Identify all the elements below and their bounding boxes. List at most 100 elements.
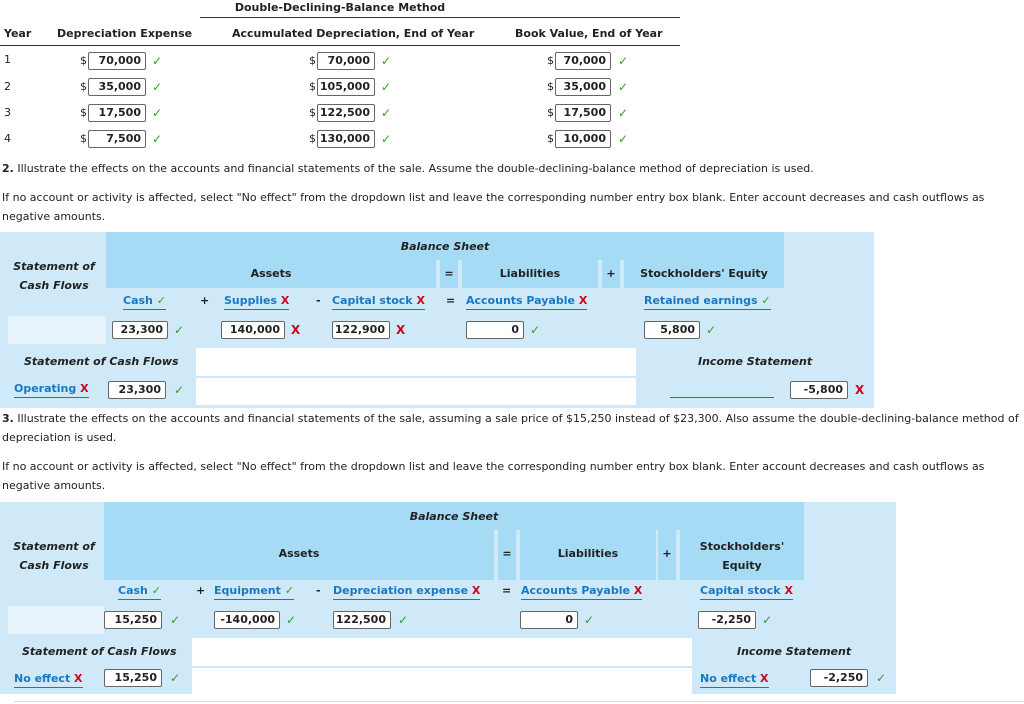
liabilities-header (462, 260, 598, 288)
depr-expense-input[interactable]: 35,000 (88, 78, 146, 96)
equals-header (440, 260, 458, 288)
equipment-dropdown[interactable]: Equipment ✓ (214, 583, 294, 600)
income-statement-label: Income Statement (698, 355, 813, 368)
currency-symbol: $ (80, 54, 87, 67)
accounts-payable-dropdown[interactable]: Accounts Payable X (466, 293, 588, 310)
activity-label: No effect (14, 672, 71, 685)
equity-header (624, 260, 784, 288)
retained-earnings-dropdown[interactable]: Retained earnings ✓ (644, 293, 771, 310)
retained-earnings-amount-input[interactable]: 5,800 (644, 321, 700, 339)
income-statement-amount-input[interactable]: -2,250 (810, 669, 868, 687)
accum-depr-input[interactable]: 130,000 (317, 130, 375, 148)
supplies-dropdown[interactable]: Supplies X (224, 293, 290, 310)
divider (200, 17, 680, 18)
scf-header: Statement of Cash Flows (13, 540, 95, 572)
income-statement-amount-input[interactable]: -5,800 (790, 381, 848, 399)
depr-expense-input[interactable]: 17,500 (88, 104, 146, 122)
book-value-input[interactable]: 70,000 (555, 52, 611, 70)
account-label: Capital stock (332, 294, 413, 307)
question-2: 2. Illustrate the effects on the account… (2, 159, 1022, 178)
book-value-input[interactable]: 35,000 (555, 78, 611, 96)
equals-sign: = (444, 267, 454, 280)
liabilities-title: Liabilities (557, 547, 619, 560)
cash-flow-amount-input[interactable]: 23,300 (108, 381, 166, 399)
depr-expense-input[interactable]: 70,000 (88, 52, 146, 70)
account-label: Accounts Payable (521, 584, 630, 597)
account-label: Accounts Payable (466, 294, 575, 307)
equity-title: Stockholders' Equity (640, 267, 768, 280)
depreciation-expense-amount-input[interactable]: 122,500 (333, 611, 391, 629)
check-icon: ✓ (286, 613, 297, 627)
check-icon: ✓ (152, 132, 163, 146)
capital-stock-amount-input[interactable]: 122,900 (332, 321, 390, 339)
plus-header (602, 260, 620, 288)
check-icon: ✓ (170, 613, 181, 627)
cash-flow-activity-dropdown[interactable]: No effect X (14, 671, 83, 688)
equals-sign: = (502, 584, 512, 597)
account-label: Cash (123, 294, 153, 307)
x-icon: X (291, 323, 301, 337)
blank-cell (192, 668, 692, 694)
col-header-book-value: Book Value, End of Year (515, 27, 663, 40)
currency-symbol: $ (80, 80, 87, 93)
activity-label: Operating (14, 382, 77, 395)
currency-symbol: $ (309, 132, 316, 145)
blank-cell (196, 348, 636, 376)
account-label: Capital stock (700, 584, 781, 597)
check-icon: ✓ (398, 613, 409, 627)
cash-amount-input[interactable]: 23,300 (112, 321, 168, 339)
accounts-payable-amount-input[interactable]: 0 (520, 611, 578, 629)
question-prompt: Illustrate the effects on the accounts a… (17, 412, 1019, 425)
check-icon: ✓ (381, 106, 392, 120)
scf-label: Statement of Cash Flows (24, 355, 179, 368)
instructions: If no account or activity is affected, s… (2, 460, 985, 492)
check-icon: ✓ (381, 132, 392, 146)
scf-blank-cell (8, 316, 106, 344)
currency-symbol: $ (547, 106, 554, 119)
balance-sheet-header (106, 232, 784, 260)
capital-stock-dropdown[interactable]: Capital stock X (332, 293, 425, 310)
check-icon: ✓ (174, 323, 185, 337)
col-header-depr-expense: Depreciation Expense (57, 27, 193, 40)
cash-flow-activity-dropdown[interactable]: Operating X (14, 381, 89, 398)
accounts-payable-dropdown[interactable]: Accounts Payable X (521, 583, 643, 600)
minus-sign: - (316, 584, 321, 597)
check-icon: ✓ (618, 106, 629, 120)
income-statement-account-dropdown[interactable] (670, 381, 774, 398)
book-value-input[interactable]: 17,500 (555, 104, 611, 122)
check-icon: ✓ (618, 54, 629, 68)
x-icon: X (578, 294, 588, 307)
col-header-accum-depr: Accumulated Depreciation, End of Year (232, 27, 475, 40)
year-cell: 4 (4, 132, 11, 145)
assets-header (106, 260, 436, 288)
scf-label: Statement of Cash Flows (22, 645, 177, 658)
income-statement-account-dropdown[interactable]: No effect X (700, 671, 769, 688)
year-cell: 2 (4, 80, 11, 93)
book-value-input[interactable]: 10,000 (555, 130, 611, 148)
depr-expense-input[interactable]: 7,500 (88, 130, 146, 148)
cash-amount-input[interactable]: 15,250 (104, 611, 162, 629)
accum-depr-input[interactable]: 122,500 (317, 104, 375, 122)
equipment-amount-input[interactable]: -140,000 (214, 611, 280, 629)
capital-stock-dropdown[interactable]: Capital stock X (700, 583, 793, 600)
assets-header (104, 530, 494, 580)
cash-dropdown[interactable]: Cash ✓ (118, 583, 161, 600)
question-number: 3. (2, 412, 14, 425)
equity-header (680, 530, 804, 580)
accum-depr-input[interactable]: 70,000 (317, 52, 375, 70)
supplies-amount-input[interactable]: 140,000 (221, 321, 285, 339)
check-icon: ✓ (174, 383, 185, 397)
balance-sheet-title: Balance Sheet (400, 240, 490, 253)
cash-dropdown[interactable]: Cash ✓ (123, 293, 166, 310)
question-prompt-continued: depreciation is used. (2, 431, 117, 444)
accounts-payable-amount-input[interactable]: 0 (466, 321, 524, 339)
minus-sign: - (316, 294, 321, 307)
depreciation-expense-dropdown[interactable]: Depreciation expense X (333, 583, 481, 600)
account-label: Depreciation expense (333, 584, 469, 597)
check-icon: ✓ (530, 323, 541, 337)
currency-symbol: $ (309, 54, 316, 67)
cash-flow-amount-input[interactable]: 15,250 (104, 669, 162, 687)
accum-depr-input[interactable]: 105,000 (317, 78, 375, 96)
capital-stock-amount-input[interactable]: -2,250 (698, 611, 756, 629)
depr-table-title: Double-Declining-Balance Method (234, 1, 446, 14)
